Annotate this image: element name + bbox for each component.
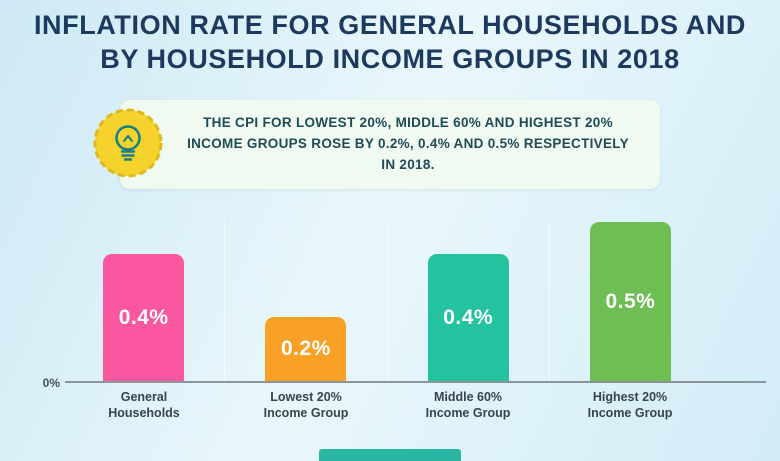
chart-column-general-households: 0.4% xyxy=(63,221,224,381)
chart-plot-area: 0.4% 0.2% 0.4% 0.5% xyxy=(63,221,711,381)
y-axis-zero-tick: 0% xyxy=(42,376,60,390)
category-label-general-households: General Households xyxy=(108,390,180,421)
bar-general-households: 0.4% xyxy=(103,254,185,381)
bar-value-label: 0.4% xyxy=(443,305,494,329)
chart-column-lowest-20: 0.2% xyxy=(224,221,386,381)
bar-chart: 0.4% 0.2% 0.4% 0.5% 0% xyxy=(0,221,780,390)
chart-column-middle-60: 0.4% xyxy=(386,221,549,381)
bar-value-label: 0.2% xyxy=(280,337,331,360)
key-insight-callout: THE CPI FOR LOWEST 20%, MIDDLE 60% AND H… xyxy=(93,100,660,189)
x-axis-line xyxy=(65,381,766,383)
bar-value-label: 0.5% xyxy=(605,289,656,313)
callout-text: THE CPI FOR LOWEST 20%, MIDDLE 60% AND H… xyxy=(187,115,629,172)
category-label-middle-60: Middle 60% Income Group xyxy=(425,390,511,421)
page-title: INFLATION RATE FOR GENERAL HOUSEHOLDS AN… xyxy=(0,0,780,76)
category-label-highest-20: Highest 20% Income Group xyxy=(587,390,673,421)
footer-accent-bar xyxy=(319,449,461,461)
bar-highest-20-income-group: 0.5% xyxy=(589,222,671,381)
bar-value-label: 0.4% xyxy=(118,305,169,329)
title-line-1: INFLATION RATE FOR GENERAL HOUSEHOLDS AN… xyxy=(33,10,747,40)
bar-lowest-20-income-group: 0.2% xyxy=(265,317,347,381)
bar-middle-60-income-group: 0.4% xyxy=(427,254,509,381)
category-label-row: General Households Lowest 20% Income Gro… xyxy=(63,389,711,422)
title-line-2: BY HOUSEHOLD INCOME GROUPS IN 2018 xyxy=(100,44,680,74)
chart-column-highest-20: 0.5% xyxy=(548,221,711,381)
lightbulb-icon xyxy=(90,105,166,181)
category-label-lowest-20: Lowest 20% Income Group xyxy=(263,390,349,421)
